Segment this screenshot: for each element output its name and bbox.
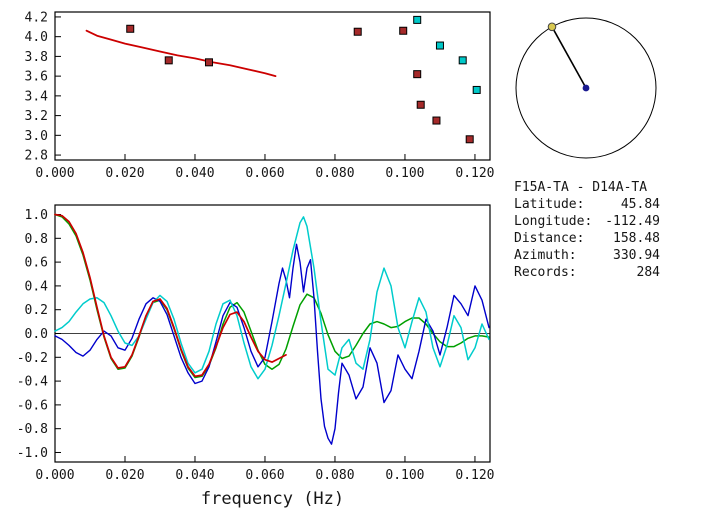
picked-points-cyan-point[interactable] xyxy=(435,41,444,50)
x-tick-label: 0.040 xyxy=(175,166,214,181)
azimuth-dial xyxy=(515,17,657,159)
info-row: Records: 284 xyxy=(514,264,660,281)
coherence-blue xyxy=(54,243,490,445)
y-tick-label: 0.8 xyxy=(25,232,48,247)
y-tick-label: 3.6 xyxy=(25,70,48,85)
picked-points-red-point[interactable] xyxy=(353,27,362,36)
info-field-value: 158.48 xyxy=(613,231,660,246)
coherence-green xyxy=(54,213,490,379)
picked-points-red-point[interactable] xyxy=(465,135,474,144)
y-tick-label: -1.0 xyxy=(17,446,48,461)
y-tick-label: 3.8 xyxy=(25,50,48,65)
picked-points-cyan-point[interactable] xyxy=(472,85,481,94)
azimuth-line xyxy=(551,26,587,89)
x-tick-label: 0.120 xyxy=(455,166,494,181)
y-tick-label: 0.6 xyxy=(25,256,48,271)
y-tick-label: 0.2 xyxy=(25,303,48,318)
info-field-label: Longitude: xyxy=(514,214,593,229)
y-tick-label: 3.4 xyxy=(25,89,49,104)
y-tick-label: 2.8 xyxy=(25,149,48,164)
picked-points-red-point[interactable] xyxy=(413,70,422,79)
x-tick-label: 0.100 xyxy=(385,468,424,483)
picked-points-red-point[interactable] xyxy=(164,56,173,65)
picked-points-cyan-point[interactable] xyxy=(413,15,422,24)
picked-points-red-point[interactable] xyxy=(126,24,135,33)
picked-points-red-point[interactable] xyxy=(204,58,213,67)
x-tick-label: 0.080 xyxy=(315,468,354,483)
picked-points-cyan-point[interactable] xyxy=(458,56,467,65)
x-tick-label: 0.020 xyxy=(105,468,144,483)
y-tick-label: 0.0 xyxy=(25,327,48,342)
y-tick-label: 0.4 xyxy=(25,279,49,294)
x-tick-label: 0.120 xyxy=(455,468,494,483)
info-panel: F15A-TA - D14A-TA Latitude: 45.84 Longitud… xyxy=(514,179,660,281)
info-field-label: Records: xyxy=(514,265,577,280)
info-field-value: 45.84 xyxy=(620,197,660,212)
info-row: Azimuth: 330.94 xyxy=(514,247,660,264)
info-field-label: Distance: xyxy=(514,231,585,246)
azimuth-marker-dot xyxy=(547,22,557,32)
y-tick-label: -0.4 xyxy=(17,375,48,390)
x-tick-label: 0.080 xyxy=(315,166,354,181)
y-tick-label: 4.0 xyxy=(25,30,48,45)
info-rows: Latitude: 45.84 Longitude: -112.49 Distance:… xyxy=(514,196,660,281)
x-tick-label: 0.100 xyxy=(385,166,424,181)
station-pair-label: F15A-TA - D14A-TA xyxy=(514,180,648,195)
info-field-label: Latitude: xyxy=(514,197,585,212)
y-tick-label: 3.0 xyxy=(25,129,48,144)
picked-points-red-point[interactable] xyxy=(416,100,425,109)
info-row: Distance: 158.48 xyxy=(514,230,660,247)
y-tick-label: 4.2 xyxy=(25,10,48,25)
x-tick-label: 0.060 xyxy=(245,166,284,181)
y-tick-label: -0.2 xyxy=(17,351,48,366)
x-tick-label: 0.020 xyxy=(105,166,144,181)
picked-points-red-point[interactable] xyxy=(432,116,441,125)
y-tick-label: -0.6 xyxy=(17,398,48,413)
reference-dispersion-curve xyxy=(85,29,277,77)
coherence-chart[interactable]: 0.000 0.020 0.040 0.060 0.080 0.100 0.120 -1.0 -… xyxy=(0,195,500,519)
x-tick-label: 0.000 xyxy=(35,468,74,483)
info-field-value: -112.49 xyxy=(605,214,660,229)
x-tick-label: 0.060 xyxy=(245,468,284,483)
info-field-label: Azimuth: xyxy=(514,248,577,263)
coherence-cyan xyxy=(54,216,490,380)
picked-points-red-point[interactable] xyxy=(399,26,408,35)
plot-frame xyxy=(54,11,491,161)
x-tick-label: 0.040 xyxy=(175,468,214,483)
y-tick-label: -0.8 xyxy=(17,422,48,437)
info-row: Latitude: 45.84 xyxy=(514,196,660,213)
x-tick-label: 0.000 xyxy=(35,166,74,181)
dispersion-chart[interactable]: 0.000 0.020 0.040 0.060 0.080 0.100 0.120 2.8 3.… xyxy=(0,0,500,195)
x-axis-title: frequency (Hz) xyxy=(201,489,344,509)
coherence-red xyxy=(54,213,287,378)
y-tick-label: 3.2 xyxy=(25,109,48,124)
info-field-value: 284 xyxy=(636,265,660,280)
info-field-value: 330.94 xyxy=(613,248,660,263)
station-center-dot xyxy=(582,84,590,92)
info-row: Longitude: -112.49 xyxy=(514,213,660,230)
y-tick-label: 1.0 xyxy=(25,208,48,223)
